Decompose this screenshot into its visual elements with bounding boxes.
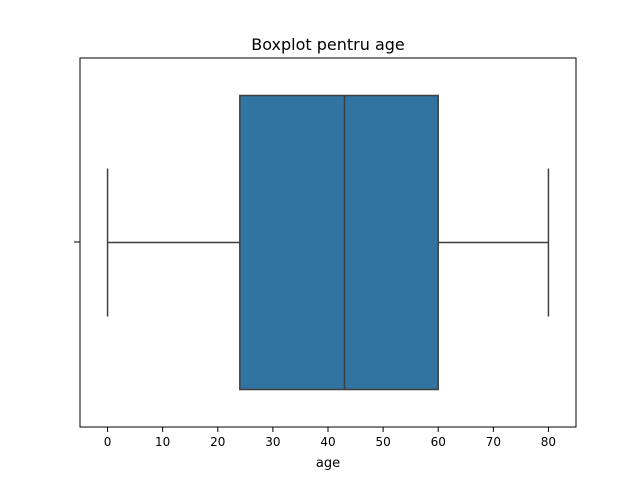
plot-marks bbox=[106, 94, 550, 391]
x-axis: 0 10 20 30 40 50 60 70 80 bbox=[104, 427, 556, 449]
x-axis-label: age bbox=[316, 456, 340, 471]
chart-title: Boxplot pentru age bbox=[251, 35, 405, 54]
x-tick-label: 50 bbox=[375, 435, 390, 449]
x-tick-label: 70 bbox=[486, 435, 501, 449]
x-tick-label: 20 bbox=[210, 435, 225, 449]
x-tick-label: 60 bbox=[431, 435, 446, 449]
x-tick-label: 30 bbox=[265, 435, 280, 449]
x-tick-label: 0 bbox=[104, 435, 112, 449]
x-tick-label: 40 bbox=[320, 435, 335, 449]
x-tick-label: 80 bbox=[541, 435, 556, 449]
x-tick-label: 10 bbox=[155, 435, 170, 449]
iqr-box bbox=[239, 94, 439, 391]
